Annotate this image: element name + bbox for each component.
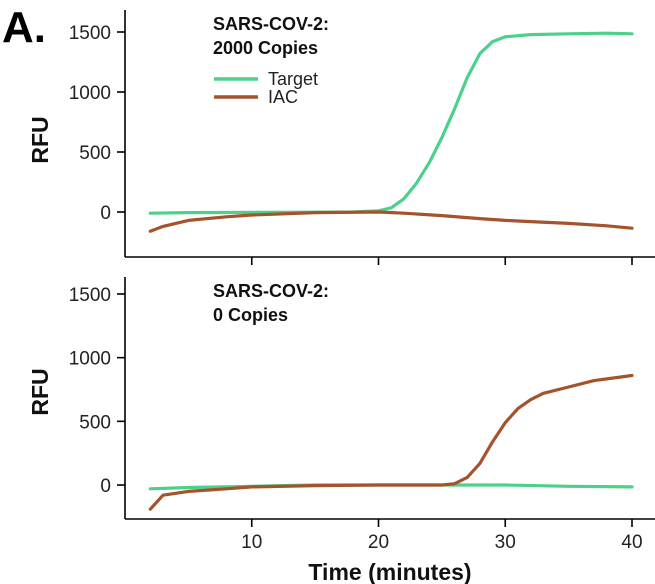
y-tick-label: 1000 xyxy=(69,83,111,104)
legend-label-target: Target xyxy=(268,69,318,89)
x-ticks xyxy=(250,257,633,265)
series-line-iac xyxy=(148,210,634,233)
panel-title-line-1: SARS-COV-2: xyxy=(213,281,329,301)
y-tick-label: 1500 xyxy=(69,285,111,306)
x-tick-label: 20 xyxy=(368,532,389,553)
series-line-target xyxy=(148,31,634,215)
x-tick-label: 10 xyxy=(241,532,262,553)
y-tick-label: 1500 xyxy=(69,23,111,44)
x-ticks: 10 20 30 40 xyxy=(241,519,643,553)
legend: Target IAC xyxy=(214,69,318,107)
x-axis-title: Time (minutes) xyxy=(308,559,471,584)
panel-title-line-2: 2000 Copies xyxy=(213,38,318,58)
y-tick-label: 0 xyxy=(100,203,111,224)
y-axis-title: RFU xyxy=(27,116,53,163)
series-lines xyxy=(148,31,634,233)
y-tick-label: 0 xyxy=(100,476,111,497)
legend-label-iac: IAC xyxy=(268,87,298,107)
panel-title-line-2: 0 Copies xyxy=(213,305,288,325)
y-tick-label: 500 xyxy=(79,412,111,433)
series-line-iac xyxy=(148,373,634,511)
y-ticks: 0 500 1000 1500 xyxy=(69,23,125,224)
y-tick-label: 500 xyxy=(79,143,111,164)
chart-panel-0-copies: 0 500 1000 1500 10 20 30 40 RFU SARS-COV-2: 0 … xyxy=(27,277,655,553)
chart-panel-2000-copies: 0 500 1000 1500 RFU SARS-COV-2: 2000 Copies… xyxy=(27,10,655,265)
panel-title-line-1: SARS-COV-2: xyxy=(213,14,329,34)
y-axis-title: RFU xyxy=(27,368,53,415)
y-ticks: 0 500 1000 1500 xyxy=(69,285,125,497)
y-tick-label: 1000 xyxy=(69,349,111,370)
x-tick-label: 30 xyxy=(495,532,516,553)
panel-letter: A. xyxy=(2,3,46,52)
x-tick-label: 40 xyxy=(621,532,642,553)
series-lines xyxy=(148,373,634,511)
